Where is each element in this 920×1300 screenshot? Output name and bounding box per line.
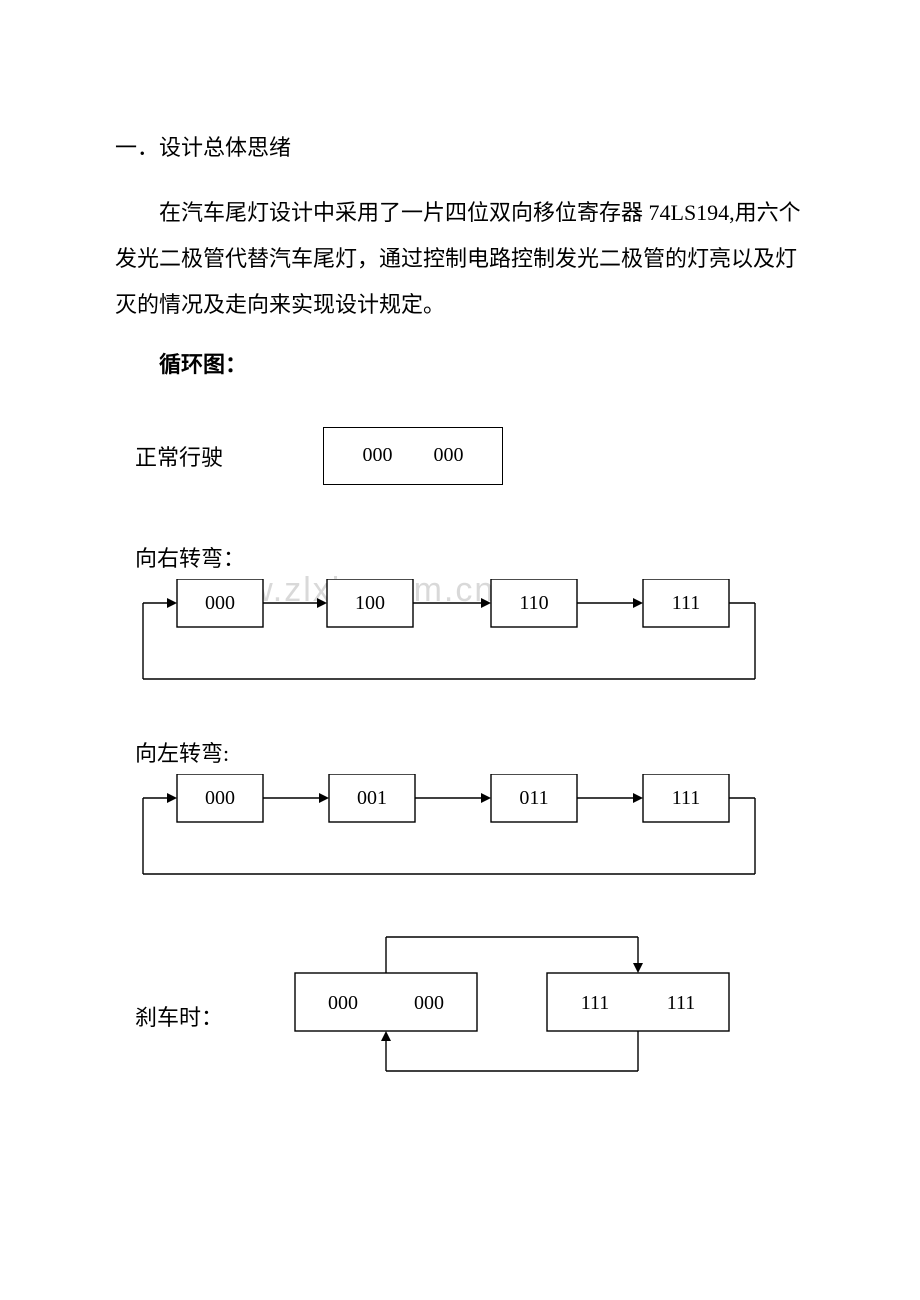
left-turn-diagram: 000 001 011 111 xyxy=(135,774,775,889)
right-box-1: 100 xyxy=(355,592,385,614)
left-label: 向左转弯: xyxy=(135,736,805,768)
normal-val-0: 000 xyxy=(363,444,393,467)
normal-box: 000 000 xyxy=(323,427,503,485)
left-turn-section: 向左转弯: 000 001 011 111 xyxy=(115,736,805,889)
normal-label: 正常行驶 xyxy=(135,440,223,472)
section-heading: 一．设计总体思绪 xyxy=(115,130,805,162)
right-turn-diagram: 000 100 110 111 xyxy=(135,579,775,694)
brake-label: 刹车时： xyxy=(135,1000,223,1032)
intro-paragraph: 在汽车尾灯设计中采用了一片四位双向移位寄存器 74LS194,用六个发光二极管代… xyxy=(115,190,805,329)
left-box-0: 000 xyxy=(205,787,235,809)
right-box-0: 000 xyxy=(205,592,235,614)
brake-diagram: 000 000 111 111 xyxy=(265,931,765,1081)
normal-val-1: 000 xyxy=(434,444,464,467)
left-box-2: 011 xyxy=(519,787,548,809)
normal-driving-section: 正常行驶 000 000 xyxy=(115,427,805,485)
right-box-3: 111 xyxy=(672,592,701,614)
brake-right-0: 111 xyxy=(581,992,610,1014)
right-turn-section: 向右转弯： www.zlxin.com.cn 000 100 110 111 xyxy=(115,541,805,694)
left-box-1: 001 xyxy=(357,787,387,809)
brake-left-1: 000 xyxy=(414,992,444,1014)
right-box-2: 110 xyxy=(519,592,548,614)
brake-right-1: 111 xyxy=(667,992,696,1014)
cycle-diagram-heading: 循环图： xyxy=(115,347,805,379)
brake-left-0: 000 xyxy=(328,992,358,1014)
right-label: 向右转弯： xyxy=(135,541,805,573)
brake-section: 刹车时： 000 000 111 111 xyxy=(115,931,805,1081)
left-box-3: 111 xyxy=(672,787,701,809)
